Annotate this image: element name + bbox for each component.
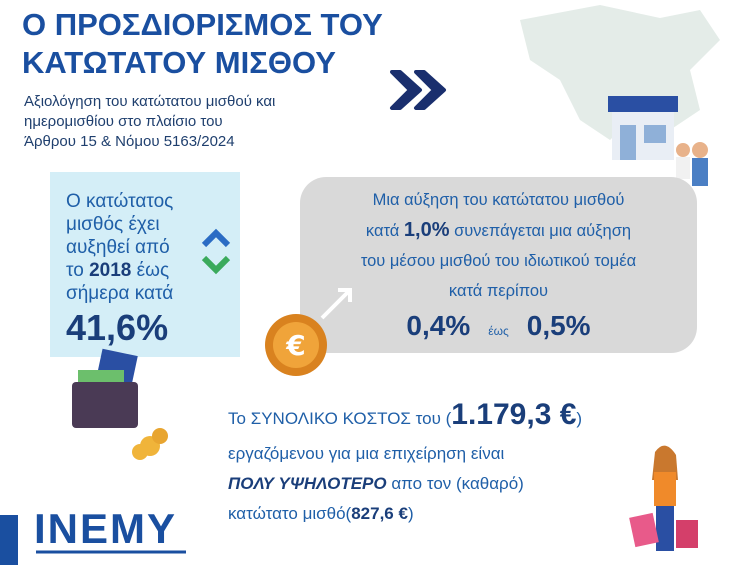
title: Ο ΠΡΟΣΔΙΟΡΙΣΜΟΣ ΤΟΥ ΚΑΤΩΤΑΤΟΥ ΜΙΣΘΟΥ (22, 6, 383, 82)
year: 2018 (89, 260, 132, 281)
value: 0,5% (526, 310, 591, 341)
emphasis: ΠΟΛΥ ΥΨΗΛΟΤΕΡΟ (228, 474, 387, 493)
arrow (320, 288, 352, 320)
euro-coin: € (265, 314, 327, 376)
text: κατώτατο μισθό( (228, 504, 352, 523)
shop-icon (608, 96, 708, 186)
value: 1,0% (403, 219, 450, 241)
right-box (300, 177, 697, 353)
logo: INEMY (34, 505, 178, 552)
value: 0,4% (406, 310, 471, 341)
shopper-icon (629, 445, 698, 551)
text-line: Το ΣΥΝΟΛΙΚΟ ΚΟΣΤΟΣ του (1.179,3 €) (228, 395, 582, 439)
text: το (66, 260, 90, 281)
logo-bar (0, 515, 18, 565)
text-line: εργαζόμενου για μια επιχείρηση είναι (228, 444, 505, 463)
big-value: 41,6% (66, 307, 169, 348)
range-line: 0,4% έως 0,5% (300, 306, 697, 351)
up-arrow (201, 228, 231, 248)
text: συνεπάγεται μια αύξηση (449, 222, 632, 240)
text-line: ΠΟΛΥ ΥΨΗΛΟΤΕΡΟ απο τον (καθαρό) (228, 469, 582, 499)
left-text: Ο κατώτατος μισθός έχει αυξηθεί από το 2… (66, 190, 173, 351)
subtitle: Αξιολόγηση του κατώτατου μισθού και ημερ… (24, 92, 275, 152)
text: απο τον (καθαρό) (386, 474, 524, 493)
subtitle-line: Αξιολόγηση του κατώτατου μισθού και (24, 93, 276, 110)
text-line: κατά περίπου (448, 282, 549, 300)
text-line: Ο κατώτατος (66, 191, 174, 212)
right-text: Μια αύξηση του κατώτατου μισθού κατά 1,0… (300, 185, 697, 351)
text: έως (131, 260, 170, 281)
value: 1.179,3 € (451, 398, 577, 431)
text-line: κατά 1,0% συνεπάγεται μια αύξηση (300, 215, 697, 246)
subtitle-line: Άρθρου 15 & Νόμου 5163/2024 (24, 133, 235, 150)
text-line: κατώτατο μισθό(827,6 €) (228, 499, 582, 529)
text: Το ΣΥΝΟΛΙΚΟ ΚΟΣΤΟΣ του ( (228, 409, 452, 428)
text-line: το 2018 έως (66, 259, 173, 282)
bottom-text: Το ΣΥΝΟΛΙΚΟ ΚΟΣΤΟΣ του (1.179,3 €) εργαζ… (228, 395, 582, 529)
text-line: Μια αύξηση του κατώτατου μισθού (372, 191, 625, 209)
text-line: του μέσου μισθού του ιδιωτικού τομέα (360, 252, 637, 270)
text: έως (488, 324, 509, 338)
text-line: αυξηθεί από (66, 237, 170, 258)
text-line: σήμερα κατά (66, 283, 174, 304)
chevrons (390, 70, 446, 110)
value: 827,6 € (351, 504, 408, 523)
text: ) (407, 504, 414, 523)
text: κατά (365, 222, 404, 240)
text-line: μισθός έχει (66, 214, 160, 235)
down-arrow (201, 255, 231, 275)
svg-text:€: € (285, 329, 305, 362)
text: ) (576, 409, 583, 428)
title-line: Ο ΠΡΟΣΔΙΟΡΙΣΜΟΣ ΤΟΥ (22, 7, 383, 42)
subtitle-line: ημερομισθίου στο πλαίσιο του (24, 113, 223, 130)
wallet-icon (72, 348, 168, 460)
title-line: ΚΑΤΩΤΑΤΟΥ ΜΙΣΘΟΥ (22, 45, 336, 80)
